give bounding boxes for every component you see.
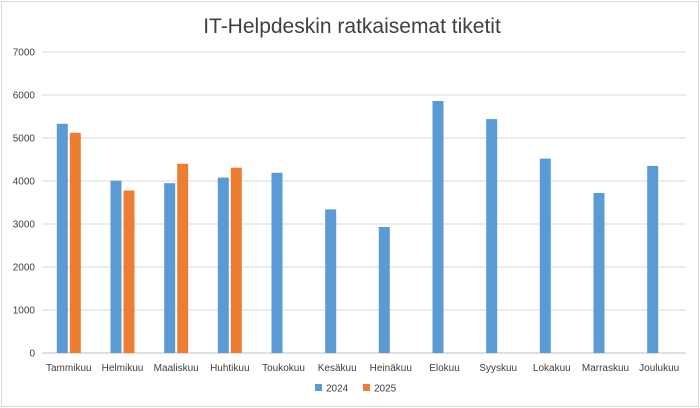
bar-2024-kesäkuu <box>325 209 337 353</box>
y-tick-label: 0 <box>29 349 35 360</box>
gridlines <box>42 51 686 354</box>
x-tick-label: Huhtikuu <box>210 363 249 374</box>
x-tick-label: Tammikuu <box>46 363 92 374</box>
x-tick-label: Maaliskuu <box>154 363 199 374</box>
bar-2024-elokuu <box>432 101 444 353</box>
x-tick-label: Heinäkuu <box>370 363 412 374</box>
legend-swatch-2025 <box>363 384 370 391</box>
chart-title: IT-Helpdeskin ratkaisemat tiketit <box>203 15 501 38</box>
bar-2025-huhtikuu <box>230 167 242 353</box>
y-tick-label: 1000 <box>13 306 36 317</box>
x-tick-label: Joulukuu <box>639 363 679 374</box>
bar-2024-maaliskuu <box>164 183 176 353</box>
y-tick-label: 5000 <box>13 134 36 145</box>
bar-2024-lokakuu <box>539 158 551 353</box>
x-tick-label: Toukokuu <box>262 363 305 374</box>
bars <box>56 101 659 353</box>
bar-2024-tammikuu <box>56 123 68 353</box>
x-tick-label: Elokuu <box>429 363 460 374</box>
legend-label-2024: 2024 <box>326 384 349 395</box>
y-tick-label: 3000 <box>13 220 36 231</box>
bar-2025-maaliskuu <box>177 163 189 353</box>
y-axis-ticks: 0 1000 2000 3000 4000 5000 6000 7000 <box>13 48 36 360</box>
legend-swatch-2024 <box>315 384 322 391</box>
bar-2024-joulukuu <box>647 165 659 353</box>
x-axis-ticks: Tammikuu Helmikuu Maaliskuu Huhtikuu Toukoku… <box>46 363 679 374</box>
y-tick-label: 6000 <box>13 91 36 102</box>
bar-2025-tammikuu <box>69 132 81 353</box>
bar-2024-syyskuu <box>486 119 498 353</box>
y-tick-label: 2000 <box>13 263 36 274</box>
y-tick-label: 7000 <box>13 48 36 59</box>
x-tick-label: Marraskuu <box>582 363 629 374</box>
bar-2024-helmikuu <box>110 180 122 353</box>
x-tick-label: Lokakuu <box>533 363 571 374</box>
x-tick-label: Syyskuu <box>479 363 517 374</box>
bar-2024-heinäkuu <box>378 227 390 353</box>
bar-2024-toukokuu <box>271 172 283 353</box>
y-tick-label: 4000 <box>13 177 36 188</box>
bar-2025-helmikuu <box>123 190 135 353</box>
bar-2024-marraskuu <box>593 193 605 353</box>
legend-label-2025: 2025 <box>374 384 397 395</box>
x-tick-label: Helmikuu <box>102 363 144 374</box>
x-tick-label: Kesäkuu <box>318 363 357 374</box>
legend: 2024 2025 <box>315 384 397 395</box>
bar-2024-huhtikuu <box>217 177 229 353</box>
